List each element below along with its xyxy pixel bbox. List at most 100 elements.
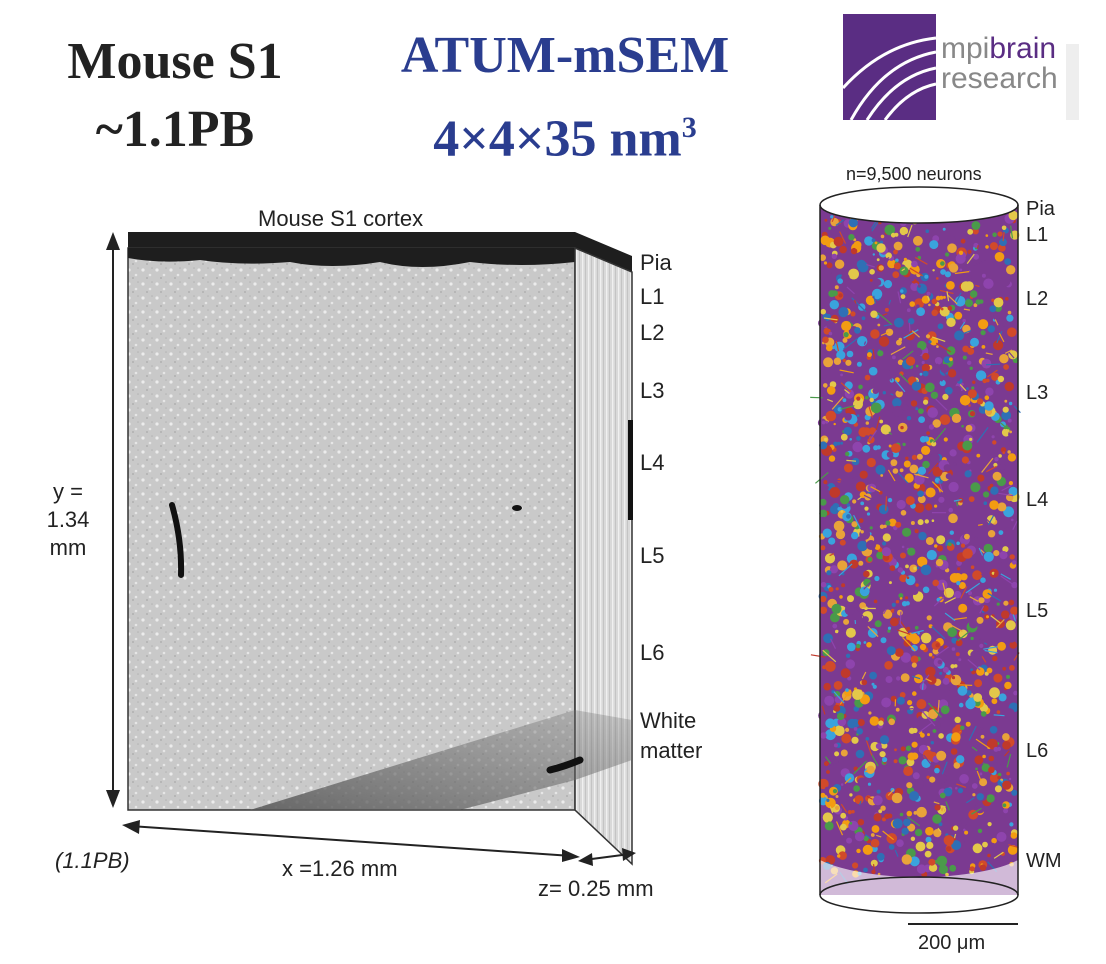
neurite-line bbox=[976, 244, 979, 249]
neuron-dot bbox=[943, 464, 951, 472]
neuron-dot bbox=[862, 444, 871, 453]
neuron-dot bbox=[876, 789, 881, 794]
header-method-title: ATUM-mSEM 4×4×35 nm3 bbox=[355, 26, 775, 169]
cyl-layer-l1: L1 bbox=[1026, 224, 1049, 246]
neuron-dot bbox=[874, 278, 882, 287]
neuron-dot bbox=[972, 793, 976, 797]
neuron-dot bbox=[925, 229, 930, 233]
neuron-dot bbox=[933, 721, 941, 729]
neuron-dot bbox=[1007, 327, 1017, 338]
white-matter-line2: matter bbox=[640, 738, 703, 763]
neuron-dot bbox=[891, 443, 901, 454]
neuron-dot bbox=[869, 671, 877, 680]
neuron-dot bbox=[851, 521, 858, 528]
neurite-line bbox=[911, 629, 924, 634]
neuron-dot bbox=[825, 420, 829, 424]
neurite-line bbox=[941, 761, 948, 775]
neuron-dot bbox=[932, 466, 943, 477]
neurite-line bbox=[897, 472, 909, 484]
neuron-dot bbox=[938, 822, 943, 827]
neuron-dot bbox=[833, 520, 845, 532]
neuron-dot bbox=[867, 436, 875, 444]
neuron-dot bbox=[1009, 677, 1018, 687]
neuron-dot bbox=[882, 757, 888, 763]
logo-word-mpi: mpi bbox=[941, 32, 990, 65]
neuron-dot bbox=[991, 698, 998, 705]
neuron-dot bbox=[978, 319, 989, 330]
neuron-dot bbox=[879, 735, 890, 745]
neurite-line bbox=[838, 563, 853, 577]
neuron-dot bbox=[870, 859, 878, 867]
neuron-dot bbox=[884, 224, 896, 236]
neuron-dot bbox=[820, 732, 827, 739]
neuron-dot bbox=[928, 863, 938, 872]
neuron-dot bbox=[929, 240, 939, 250]
neuron-dot bbox=[917, 632, 920, 635]
neurite-line bbox=[977, 523, 983, 526]
neuron-dot bbox=[823, 633, 833, 644]
neuron-dot bbox=[885, 328, 894, 336]
neuron-dot bbox=[979, 643, 984, 649]
neurite-line bbox=[984, 649, 998, 654]
neuron-dot bbox=[869, 279, 873, 282]
neuron-dot bbox=[873, 813, 882, 822]
neuron-dot bbox=[1000, 276, 1011, 287]
neuron-dot bbox=[854, 831, 865, 842]
neuron-dot bbox=[841, 583, 846, 588]
neuron-dot bbox=[889, 565, 896, 571]
neuron-dot bbox=[908, 727, 916, 734]
neuron-dot bbox=[958, 603, 968, 613]
neuron-dot bbox=[958, 497, 964, 503]
neuron-dot bbox=[848, 783, 855, 790]
neuron-dot bbox=[899, 226, 909, 236]
neuron-dot bbox=[940, 307, 944, 311]
neuron-dot bbox=[861, 679, 868, 686]
neurite-line bbox=[985, 352, 993, 355]
neuron-dot bbox=[912, 691, 917, 696]
neuron-dot bbox=[824, 761, 829, 767]
neuron-dot bbox=[859, 470, 868, 479]
neurite-line bbox=[925, 678, 932, 683]
cylinder-top-rim bbox=[819, 186, 1019, 224]
neuron-dot bbox=[1010, 606, 1019, 615]
neuron-dot bbox=[996, 755, 1006, 765]
neuron-dot bbox=[819, 441, 828, 450]
neurite-line bbox=[976, 427, 989, 443]
neuron-dot bbox=[866, 765, 875, 774]
neurite-line bbox=[923, 754, 934, 768]
neuron-dot bbox=[988, 755, 995, 762]
neuron-dot bbox=[848, 268, 859, 280]
neuron-dot bbox=[841, 273, 850, 283]
neuron-dot bbox=[911, 260, 918, 268]
neurite-line bbox=[993, 570, 996, 577]
neuron-dot bbox=[901, 545, 905, 549]
neuron-dot bbox=[870, 833, 875, 837]
neuron-dot bbox=[944, 386, 953, 395]
neuron-dot bbox=[963, 384, 967, 388]
neuron-dot bbox=[824, 661, 836, 672]
neuron-dot bbox=[987, 325, 995, 333]
neuron-dot bbox=[943, 603, 951, 611]
neurite-line bbox=[829, 553, 835, 557]
y-dimension-label: y = 1.34 mm bbox=[40, 478, 96, 562]
neuron-dot bbox=[857, 719, 865, 726]
neuron-dot bbox=[851, 736, 859, 744]
neurite-line bbox=[933, 801, 940, 805]
neuron-dot bbox=[894, 317, 904, 328]
neuron-dot bbox=[868, 427, 877, 435]
neuron-dot bbox=[882, 541, 887, 546]
neurite-line bbox=[835, 219, 845, 226]
neuron-dot bbox=[925, 503, 933, 511]
neuron-dot bbox=[915, 841, 926, 852]
neuron-dot bbox=[824, 437, 828, 442]
neuron-dot bbox=[982, 589, 992, 599]
neuron-dot bbox=[983, 278, 994, 289]
neuron-dot bbox=[897, 609, 903, 616]
vessel-bottom bbox=[546, 756, 584, 774]
neuron-dot bbox=[857, 336, 868, 347]
neuron-dot bbox=[1008, 401, 1013, 406]
neuron-dot bbox=[962, 318, 966, 323]
neuron-dot bbox=[983, 551, 994, 562]
neurite-line bbox=[882, 830, 894, 841]
neuron-dot bbox=[871, 238, 876, 243]
